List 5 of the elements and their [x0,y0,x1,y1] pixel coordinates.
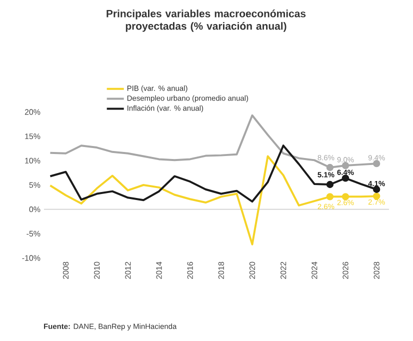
point [326,164,334,172]
chart-title: Principales variables macroeconómicas proyectadas (% variación anual) [106,10,306,32]
point [342,174,350,182]
point [326,193,334,200]
point [326,180,334,188]
